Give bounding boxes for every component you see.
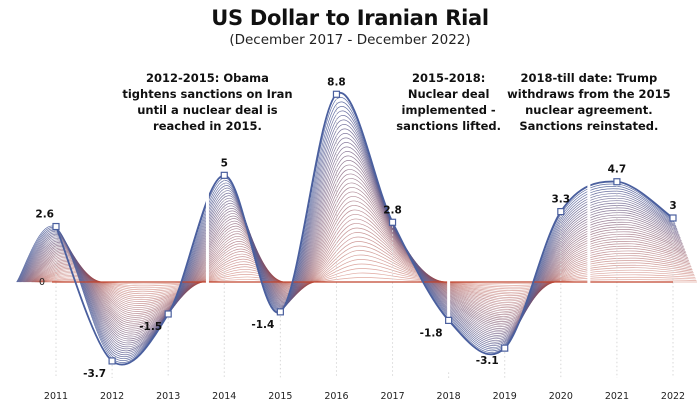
ribbon-line	[34, 236, 692, 302]
x-tick-label: 2014	[212, 391, 236, 402]
ribbon-line	[24, 160, 682, 336]
annotation-line: reached in 2015.	[153, 119, 262, 133]
annotation-line: Nuclear deal	[408, 87, 490, 101]
ribbon-line	[22, 142, 680, 344]
value-label: -1.8	[420, 327, 443, 339]
point-marker	[669, 214, 677, 222]
ribbon-line	[20, 133, 679, 348]
point-markers: 2.6 -3.7 -1.5 5 -1.4 8.8 2.8 -1.8 -3.1 3.3 4.7 3	[35, 76, 676, 380]
annotation-line: nuclear agreement.	[525, 103, 652, 117]
x-tick-label: 2021	[605, 391, 629, 402]
annotation-line: 2012-2015: Obama	[146, 71, 269, 85]
x-tick-label: 2011	[44, 391, 68, 402]
x-tick-label: 2018	[437, 391, 461, 402]
value-label: -3.7	[83, 368, 106, 380]
ribbon-line	[38, 272, 696, 287]
ribbon-line	[22, 146, 681, 342]
ribbon-line	[16, 96, 674, 363]
ribbon-line	[21, 137, 679, 346]
ribbon-line	[30, 205, 688, 316]
ribbon-line	[19, 124, 678, 352]
annotation-line: sanctions lifted.	[396, 119, 501, 133]
annotation-line: 2018-till date: Trump	[521, 71, 658, 85]
x-axis-ticks: 2011 2012 2013 2014 2015 2016 2017 2018 2019 2020…	[44, 391, 685, 402]
point-marker	[332, 90, 341, 98]
ribbon-line	[23, 151, 681, 340]
ribbon-line	[18, 110, 676, 358]
ribbon-line	[31, 218, 690, 310]
annotation-line: 2015-2018:	[412, 71, 485, 85]
point-marker	[164, 310, 172, 318]
ribbon-line	[24, 164, 683, 334]
point-marker	[501, 344, 509, 352]
annotation-line: Sanctions reinstated.	[519, 119, 658, 133]
x-tick-label: 2015	[268, 391, 292, 402]
ribbon-line	[36, 254, 694, 295]
value-label: 5	[221, 157, 228, 169]
point-marker	[557, 208, 565, 216]
value-label: 4.7	[608, 164, 627, 176]
ribbon-line	[27, 182, 685, 326]
ribbon-line	[17, 106, 675, 360]
value-label: -3.1	[476, 355, 499, 367]
point-marker	[52, 222, 60, 231]
ribbon-line	[28, 191, 686, 322]
ribbon-line	[35, 250, 694, 297]
x-tick-label: 2019	[493, 391, 517, 402]
annotations: 2012-2015: Obama tightens sanctions on Ir…	[122, 71, 671, 372]
x-tick-label: 2013	[156, 391, 180, 402]
ribbon-line	[18, 115, 677, 356]
x-tick-label: 2012	[100, 391, 124, 402]
ribbon-line	[37, 263, 695, 291]
ribbon-line	[31, 214, 689, 312]
x-tick-label: 2020	[549, 391, 573, 402]
x-tick-label: 2017	[380, 391, 404, 402]
ribbon-line	[16, 101, 675, 362]
value-label: 3	[669, 200, 676, 212]
value-label: 2.8	[383, 204, 402, 216]
chart-title: US Dollar to Iranian Rial	[211, 6, 489, 30]
ribbon-line	[19, 119, 677, 354]
annotation-line: until a nuclear deal is	[137, 103, 278, 117]
x-tick-label: 2022	[661, 391, 685, 402]
ribbon-line	[26, 173, 684, 330]
ribbon-line	[26, 178, 684, 328]
value-label: -1.4	[251, 319, 274, 331]
value-label: 3.3	[552, 194, 571, 206]
ribbon-line	[23, 155, 682, 338]
value-label: -1.5	[139, 321, 162, 333]
ribbon-line	[38, 268, 696, 289]
ribbon-line	[30, 209, 688, 314]
point-marker	[276, 308, 284, 316]
ribbon-line	[37, 259, 695, 293]
x-tick-label: 2016	[324, 391, 348, 402]
ribbon-line	[34, 241, 692, 300]
value-label: 2.6	[35, 209, 54, 221]
ribbon-line	[20, 128, 678, 350]
annotation-line: implemented -	[402, 103, 496, 117]
ribbon-line	[39, 277, 697, 285]
annotation-line: withdraws from the 2015	[507, 87, 670, 101]
zero-label: 0	[39, 277, 45, 288]
point-marker	[613, 178, 621, 186]
point-marker	[445, 316, 453, 324]
ribbon-group	[16, 96, 697, 363]
annotation-line: tightens sanctions on Iran	[122, 87, 292, 101]
point-marker	[388, 218, 397, 226]
ribbon-line	[29, 200, 687, 318]
ribbon-line	[25, 169, 683, 332]
ribbon-line	[33, 232, 691, 304]
ribbon-line	[32, 227, 691, 306]
value-label: 8.8	[327, 76, 346, 88]
ribbon-line	[35, 245, 693, 299]
point-marker	[220, 171, 228, 179]
ribbon-line	[32, 223, 690, 308]
ribbon-line	[28, 196, 687, 320]
chart-subtitle: (December 2017 - December 2022)	[229, 32, 471, 48]
point-marker	[108, 357, 116, 365]
